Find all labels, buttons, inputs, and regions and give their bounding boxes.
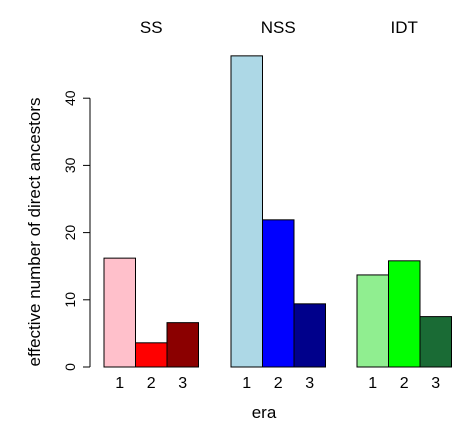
bar (293, 303, 326, 368)
bar (388, 260, 421, 368)
bar-group: NSS 1 2 3 (230, 18, 326, 392)
bar (230, 55, 263, 368)
group-title: NSS (261, 18, 296, 37)
y-tick-label: 40 (62, 90, 78, 106)
x-tick-label: 3 (178, 375, 187, 392)
y-axis-label: effective number of direct ancestors (25, 98, 44, 367)
bar-group: SS 1 2 3 (103, 18, 199, 392)
y-tick-label: 30 (62, 157, 78, 173)
bar (356, 274, 389, 368)
x-tick-label: 2 (400, 375, 409, 392)
bar (103, 257, 136, 368)
group-title: IDT (391, 18, 418, 37)
x-tick-label: 3 (431, 375, 440, 392)
y-tick-label: 20 (62, 225, 78, 241)
bar-group: IDT 1 2 3 (356, 18, 452, 392)
y-tick-label: 0 (62, 363, 78, 371)
x-tick-label: 2 (147, 375, 156, 392)
x-tick-label: 3 (305, 375, 314, 392)
x-tick-label: 2 (274, 375, 283, 392)
bar (135, 342, 168, 368)
bar (166, 322, 199, 368)
bar-groups: SS 1 2 3 NSS 1 2 3 IDT 1 2 3 (103, 18, 452, 392)
x-tick-label: 1 (368, 375, 377, 392)
bar (419, 316, 452, 368)
group-title: SS (140, 18, 163, 37)
x-axis-label: era (252, 403, 277, 422)
bar (262, 219, 295, 368)
y-axis: 0 10 20 30 40 (62, 90, 91, 371)
x-tick-label: 1 (242, 375, 251, 392)
y-tick-label: 10 (62, 292, 78, 308)
x-tick-label: 1 (115, 375, 124, 392)
